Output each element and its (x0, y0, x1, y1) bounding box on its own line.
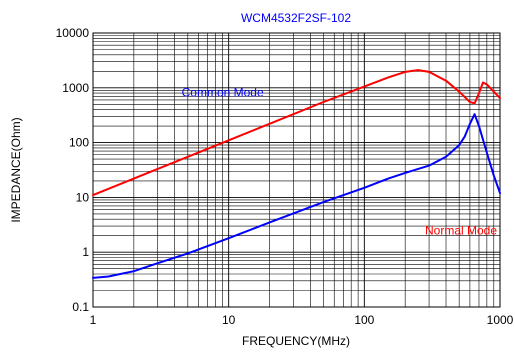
x-tick-label: 10 (222, 313, 236, 327)
y-tick-label: 10 (76, 190, 90, 204)
series-line-1 (92, 69, 501, 197)
y-tick-label: 100 (69, 136, 89, 150)
x-tick-label: 1 (90, 313, 97, 327)
series-line-2 (92, 113, 501, 279)
y-tick-label: 1000 (62, 81, 89, 95)
annotations: Common Mode Normal Mode (182, 85, 498, 237)
y-tick-label: 1 (82, 245, 89, 259)
x-tick-label: 1000 (487, 313, 514, 327)
y-axis-label: IMPEDANCE(Ohm) (9, 117, 23, 222)
x-tick-label: 100 (354, 313, 374, 327)
y-tick-label: 0.1 (72, 300, 89, 314)
plot-frame (92, 32, 501, 308)
series-layer (92, 69, 501, 279)
y-tick-label: 10000 (56, 26, 90, 40)
x-axis-label: FREQUENCY(MHz) (242, 334, 350, 348)
annotation-label: Normal Mode (425, 224, 497, 238)
annotation-label: Common Mode (182, 85, 264, 99)
chart-title: WCM4532F2SF-102 (241, 11, 351, 25)
